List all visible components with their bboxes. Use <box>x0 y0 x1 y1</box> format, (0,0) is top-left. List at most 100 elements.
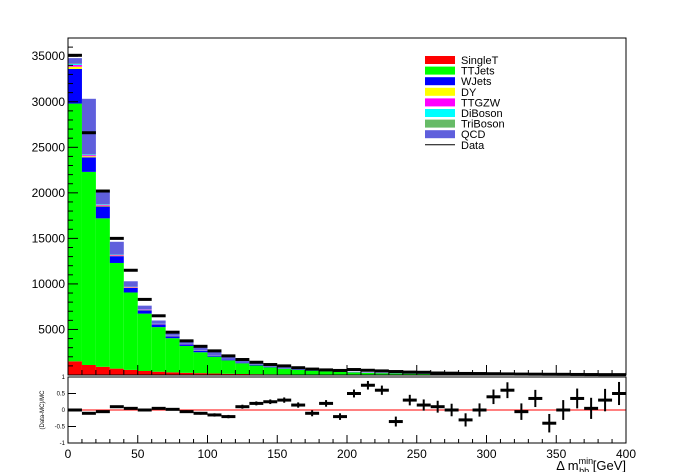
bar-ttjets-3 <box>109 262 124 369</box>
legend-swatch-ttjets <box>425 66 455 75</box>
bar-singlet-10 <box>207 373 222 375</box>
bar-ttjets-14 <box>263 367 278 375</box>
bar-wjets-6 <box>151 324 166 328</box>
bar-ttjets-11 <box>221 360 236 374</box>
legend-swatch-triboson <box>425 119 455 128</box>
legend-label-data: Data <box>461 140 485 152</box>
bar-qcd-2 <box>95 191 110 205</box>
ratio-points-layer <box>68 380 626 433</box>
bar-wjets-9 <box>193 350 208 353</box>
bar-ttjets-25 <box>416 373 431 375</box>
legend-swatch-wjets <box>425 77 455 86</box>
ratio-y-axis: -1 -0.5 0 0.5 1 <box>55 375 76 447</box>
bar-ttjets-17 <box>305 370 320 375</box>
x-tick-label-0: 0 <box>65 447 72 461</box>
y-tick-label-6: 35000 <box>32 49 66 63</box>
y-tick-label-4: 25000 <box>32 140 66 154</box>
bar-dy-2 <box>95 205 110 207</box>
bar-qcd-8 <box>179 341 194 344</box>
x-tick-label-1: 50 <box>131 447 145 461</box>
x-axis: 0 50 100 150 200 250 300 350 400 <box>65 365 636 461</box>
y-tick-label-2: 15000 <box>32 231 66 245</box>
bar-dy-3 <box>109 255 124 257</box>
bar-wjets-5 <box>137 310 152 314</box>
bar-singlet-3 <box>109 368 124 375</box>
bar-ttjets-2 <box>95 218 110 367</box>
bar-wjets-2 <box>95 206 110 219</box>
legend-label-ttgzw: TTGZW <box>461 97 501 109</box>
bar-qcd-10 <box>207 351 222 356</box>
bar-singlet-12 <box>235 373 250 375</box>
bar-wjets-4 <box>123 287 138 293</box>
bar-wjets-13 <box>249 364 264 366</box>
legend-swatch-diboson <box>425 109 455 117</box>
bar-singlet-7 <box>165 372 180 375</box>
bar-ttjets-19 <box>333 371 347 375</box>
bar-ttjets-4 <box>123 292 138 370</box>
bar-qcd-0 <box>68 58 82 64</box>
bar-ttgzw-3 <box>109 254 124 256</box>
legend-label-ttjets: TTJets <box>461 66 495 78</box>
bar-ttjets-7 <box>165 338 180 373</box>
bar-singlet-8 <box>179 372 194 375</box>
bar-ttjets-15 <box>277 368 292 375</box>
legend-swatch-dy <box>425 87 455 96</box>
bar-ttjets-20 <box>347 372 361 375</box>
legend-label-dy: DY <box>461 87 477 99</box>
bar-ttjets-16 <box>291 369 306 375</box>
bar-ttjets-22 <box>374 373 389 375</box>
y-tick-label-0: 5000 <box>38 322 65 336</box>
bar-ttjets-10 <box>207 356 222 374</box>
x-tick-label-3: 150 <box>267 447 287 461</box>
x-tick-label-7: 350 <box>546 447 566 461</box>
ratio-y-tick-label-2: 0 <box>62 408 66 414</box>
bar-wjets-7 <box>165 336 180 339</box>
bar-singlet-1 <box>81 364 96 375</box>
bar-ttgzw-2 <box>95 204 110 206</box>
bar-ttjets-18 <box>319 371 334 375</box>
ratio-y-tick-label-1: -0.5 <box>55 425 66 431</box>
bar-ttjets-13 <box>249 365 264 375</box>
x-tick-label-6: 300 <box>476 447 496 461</box>
legend-label-singlet: SingleT <box>461 55 499 67</box>
bar-singlet-9 <box>193 373 208 375</box>
bar-wjets-12 <box>235 362 250 364</box>
bar-wjets-1 <box>81 157 96 172</box>
bar-singlet-5 <box>137 370 152 375</box>
bar-qcd-13 <box>249 363 264 365</box>
bar-ttgzw-0 <box>68 64 82 67</box>
bar-qcd-15 <box>277 367 292 369</box>
legend-label-diboson: DiBoson <box>461 108 503 120</box>
legend-swatch-ttgzw <box>425 98 455 107</box>
legend-label-triboson: TriBoson <box>461 119 505 131</box>
y-tick-label-1: 10000 <box>32 277 66 291</box>
legend-swatch-qcd <box>425 130 455 139</box>
bar-dy-1 <box>81 156 96 158</box>
y-tick-label-3: 20000 <box>32 186 66 200</box>
bar-singlet-2 <box>95 366 110 375</box>
bar-ttjets-24 <box>402 373 417 375</box>
bar-diboson-0 <box>68 63 82 65</box>
bar-wjets-8 <box>179 344 194 346</box>
bar-qcd-12 <box>235 360 250 363</box>
bar-ttjets-6 <box>151 327 166 372</box>
x-tick-label-4: 200 <box>337 447 357 461</box>
bar-ttjets-12 <box>235 363 250 374</box>
bar-ttjets-23 <box>388 373 403 375</box>
bar-singlet-0 <box>68 361 82 375</box>
x-tick-label-2: 100 <box>197 447 217 461</box>
bar-qcd-9 <box>193 346 208 351</box>
legend: SingleTTTJetsWJetsDYTTGZWDiBosonTriBoson… <box>425 55 505 152</box>
main-data-layer <box>68 53 626 377</box>
bar-singlet-11 <box>221 373 236 375</box>
x-tick-label-5: 250 <box>407 447 427 461</box>
bar-diboson-1 <box>81 154 96 156</box>
bar-ttgzw-1 <box>81 155 96 157</box>
bar-qcd-11 <box>221 356 236 360</box>
bar-ttjets-1 <box>81 171 96 365</box>
bar-qcd-5 <box>137 305 152 310</box>
ratio-y-tick-label-0: -1 <box>60 441 66 447</box>
bar-ttjets-8 <box>179 345 194 373</box>
bar-ttjets-9 <box>193 352 208 374</box>
